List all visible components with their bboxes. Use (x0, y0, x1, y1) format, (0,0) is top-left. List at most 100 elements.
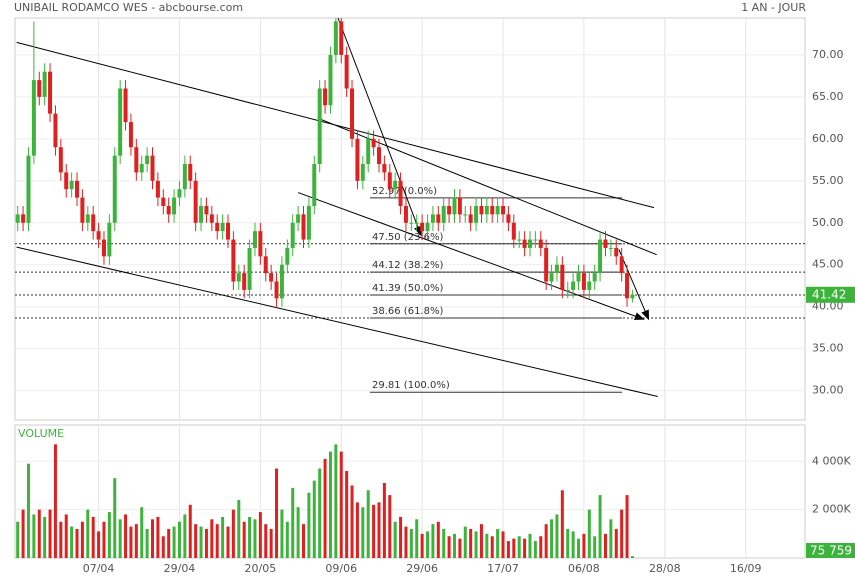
candle-body (263, 256, 268, 274)
volume-bar (603, 533, 607, 558)
candle-body (247, 247, 252, 290)
volume-bar (479, 524, 483, 558)
volume-bar (372, 504, 376, 558)
volume-bar (512, 538, 516, 558)
candle-body (21, 214, 26, 223)
fib-label: 41.39 (50.0%) (372, 283, 443, 294)
volume-bar (469, 528, 473, 558)
volume-bar (312, 480, 316, 558)
x-tick-label: 09/06 (325, 562, 357, 575)
volume-bar (156, 516, 160, 558)
candle-body (75, 180, 80, 198)
candle-body (517, 239, 522, 241)
y-tick-label: 70.00 (812, 48, 844, 61)
volume-bar (452, 533, 456, 558)
volume-bar (269, 528, 273, 558)
x-tick-label: 20/05 (245, 562, 277, 575)
candle-body (371, 138, 376, 148)
last-volume-box (806, 543, 855, 558)
candle-body (403, 205, 408, 223)
volume-bar (339, 451, 343, 558)
volume-bar (523, 538, 527, 558)
candle-body (301, 214, 306, 240)
y-tick-label: 30.00 (812, 384, 844, 397)
volume-bar (48, 509, 52, 558)
volume-bar (318, 468, 322, 558)
volume-bar (382, 483, 386, 558)
volume-bar (26, 463, 30, 558)
candle-body (323, 88, 328, 106)
volume-bar (199, 526, 203, 558)
candle-body (112, 155, 117, 223)
candle-body (436, 214, 441, 223)
volume-bar (404, 526, 408, 558)
volume-bar (409, 528, 413, 558)
y-tick-label: 60.00 (812, 132, 844, 145)
candle-body (447, 205, 452, 215)
candle-body (339, 21, 344, 55)
volume-bar (431, 524, 435, 558)
candle-body (107, 222, 112, 257)
volume-bar (377, 502, 381, 558)
trend-line (618, 249, 650, 321)
last-volume-label: 75 759 (810, 544, 852, 558)
candle-body (177, 189, 182, 198)
volume-bar (124, 514, 128, 558)
candle-body (398, 180, 403, 206)
candle-body (587, 281, 592, 290)
candle-body (393, 180, 398, 190)
candle-body (592, 273, 597, 282)
candle-body (576, 273, 581, 282)
volume-bar (555, 514, 559, 558)
volume-bar (129, 526, 133, 558)
volume-bar (97, 531, 101, 558)
volume-bar (253, 519, 257, 558)
volume-bar (32, 514, 36, 558)
candle-body (376, 147, 381, 165)
candle-body (31, 80, 36, 156)
volume-bar (43, 516, 47, 558)
candle-body (96, 231, 101, 240)
candle-body (258, 231, 263, 257)
candle-body (306, 205, 311, 240)
candle-body (619, 256, 624, 274)
candle-body (134, 147, 139, 173)
volume-bar (296, 507, 300, 558)
x-tick-label: 07/04 (83, 562, 115, 575)
volume-bar (528, 533, 532, 558)
candle-body (409, 222, 414, 224)
candle-body (457, 197, 462, 215)
candle-body (80, 197, 85, 223)
volume-bar (118, 519, 122, 558)
candle-body (598, 239, 603, 274)
candle-body (226, 222, 231, 240)
candle-body (91, 214, 96, 232)
candle-body (172, 197, 177, 215)
volume-bar (172, 526, 176, 558)
candle-body (490, 205, 495, 215)
volume-bar (501, 531, 505, 558)
candle-body (269, 273, 274, 282)
y-tick-label: 55.00 (812, 174, 844, 187)
volume-bar (64, 514, 68, 558)
volume-bar (334, 444, 338, 558)
volume-bar (625, 495, 629, 558)
volume-bar (490, 536, 494, 558)
candle-body (414, 222, 419, 224)
volume-bar (59, 521, 63, 558)
candle-body (382, 164, 387, 173)
period: 1 AN - JOUR (741, 1, 806, 14)
x-tick-label: 17/07 (487, 562, 519, 575)
candle-body (128, 122, 133, 148)
volume-bar (560, 490, 564, 558)
volume-bar (210, 519, 214, 558)
candle-body (53, 113, 58, 148)
volume-bar (102, 521, 106, 558)
candle-body (123, 88, 128, 123)
candle-body (69, 180, 74, 190)
candle-body (554, 264, 559, 274)
candle-body (188, 164, 193, 181)
price-panel (14, 17, 806, 421)
volume-bar (539, 536, 543, 558)
candle-body (101, 239, 106, 257)
